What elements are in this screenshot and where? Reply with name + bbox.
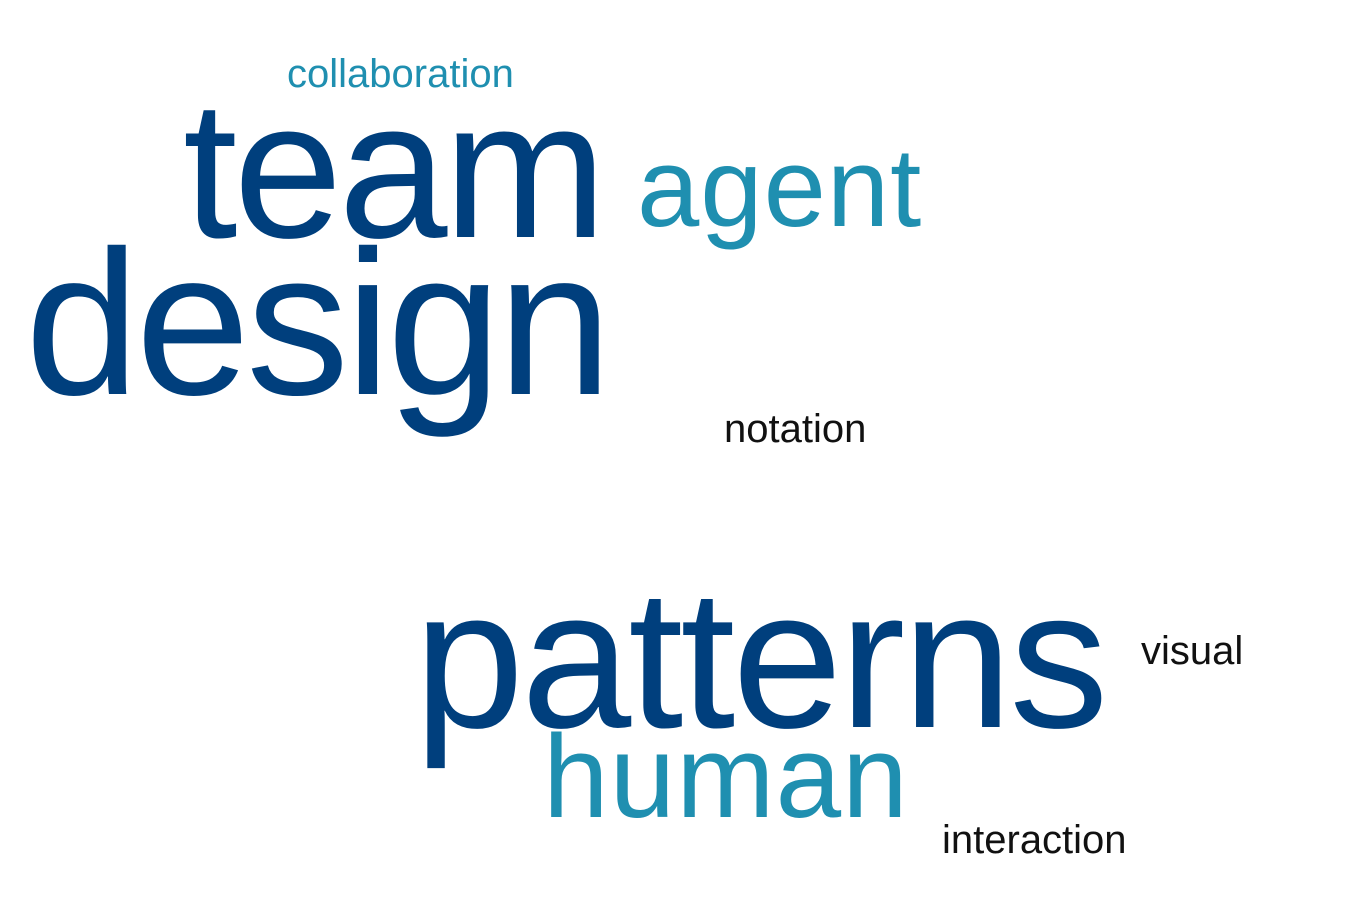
word-notation[interactable]: notation (724, 407, 867, 451)
word-patterns[interactable]: patterns (414, 548, 1108, 769)
word-human[interactable]: human (543, 711, 909, 843)
word-team[interactable]: team (183, 60, 607, 279)
word-agent[interactable]: agent (637, 125, 923, 250)
word-interaction[interactable]: interaction (942, 818, 1127, 862)
word-collaboration[interactable]: collaboration (287, 52, 514, 96)
word-visual[interactable]: visual (1141, 629, 1244, 673)
word-design[interactable]: design (25, 208, 612, 438)
